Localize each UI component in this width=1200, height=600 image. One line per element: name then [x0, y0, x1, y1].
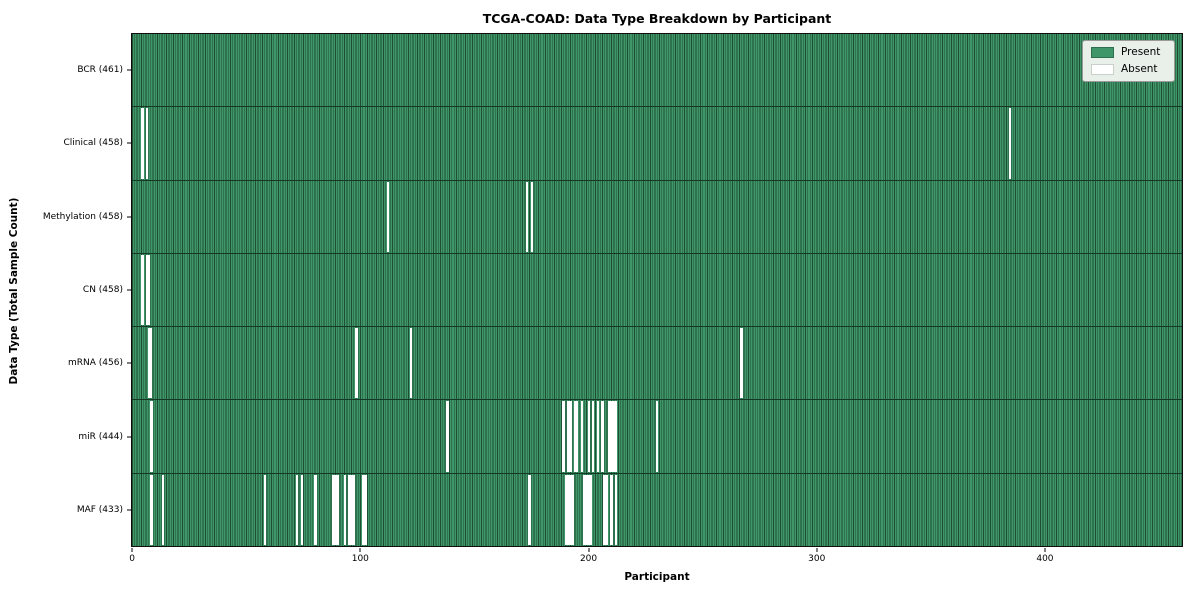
- absent-stripe: [526, 181, 529, 252]
- absent-stripe: [592, 401, 595, 472]
- absent-stripe: [573, 401, 579, 472]
- row-Clinical: [132, 107, 1182, 181]
- row-miR: [132, 400, 1182, 474]
- absent-stripe: [530, 181, 533, 252]
- x-tick-mark: [131, 548, 133, 552]
- absent-stripe: [348, 474, 356, 545]
- absent-stripe: [387, 181, 390, 252]
- y-tick-label-MAF: MAF (433): [76, 505, 123, 516]
- absent-stripe: [362, 474, 367, 545]
- y-tick-label-mRNA: mRNA (456): [68, 358, 123, 369]
- absent-stripe: [596, 401, 600, 472]
- x-tick-label-0: 0: [129, 554, 136, 564]
- y-tick-mark: [127, 289, 131, 291]
- x-tick-mark: [1044, 548, 1046, 552]
- legend-absent-label: Absent: [1121, 63, 1158, 75]
- absent-stripe: [740, 328, 743, 399]
- x-tick-mark: [816, 548, 818, 552]
- y-tick-label-Clinical: Clinical (458): [63, 138, 123, 149]
- absent-stripe: [610, 474, 613, 545]
- x-tick-label-300: 300: [808, 554, 826, 564]
- y-tick-label-Methylation: Methylation (458): [42, 211, 123, 222]
- y-tick-label-BCR: BCR (461): [77, 64, 123, 75]
- x-axis: 0 100 200 300 400: [129, 547, 1183, 569]
- plot-area: Present Absent: [131, 33, 1183, 547]
- absent-stripe: [655, 401, 659, 472]
- absent-stripe: [587, 401, 590, 472]
- absent-stripe: [601, 401, 604, 472]
- y-tick-mark: [127, 216, 131, 218]
- row-CN: [132, 253, 1182, 328]
- y-tick-label-miR: miR (444): [78, 431, 123, 442]
- absent-stripe: [562, 401, 565, 472]
- absent-stripe: [355, 328, 358, 399]
- absent-stripe: [608, 401, 618, 472]
- y-tick-label-CN: CN (458): [82, 285, 123, 295]
- absent-stripe: [145, 108, 149, 179]
- y-tick-mark: [127, 142, 131, 144]
- absent-stripe: [141, 108, 144, 179]
- absent-stripe: [314, 474, 317, 545]
- legend-entry-absent: Absent: [1091, 64, 1166, 75]
- y-tick-mark: [127, 362, 131, 364]
- absent-stripe: [300, 474, 303, 545]
- legend-present-label: Present: [1121, 46, 1161, 58]
- absent-stripe: [150, 401, 153, 472]
- absent-stripe: [332, 474, 340, 545]
- absent-stripe: [603, 474, 609, 545]
- y-tick-mark: [127, 69, 131, 71]
- chart-title: TCGA-COAD: Data Type Breakdown by Partic…: [482, 11, 832, 26]
- absent-stripe: [567, 401, 572, 472]
- y-tick-mark: [127, 436, 131, 438]
- absent-stripe: [295, 474, 299, 545]
- heatmap-rows: [132, 34, 1182, 546]
- row-mRNA: [132, 327, 1182, 401]
- x-tick-label-100: 100: [351, 554, 369, 564]
- absent-stripe: [161, 474, 164, 545]
- row-MAF: [132, 473, 1182, 546]
- absent-stripe: [446, 401, 449, 472]
- absent-stripe: [1008, 108, 1012, 179]
- x-tick-mark: [588, 548, 590, 552]
- present-swatch-icon: [1091, 47, 1114, 58]
- legend-entry-present: Present: [1091, 47, 1166, 58]
- x-tick-mark: [359, 548, 361, 552]
- absent-stripe: [264, 474, 267, 545]
- absent-stripe: [343, 474, 347, 545]
- y-axis: BCR (461) Clinical (458) Methylation (458)…: [0, 33, 131, 547]
- x-tick-label-400: 400: [1036, 554, 1054, 564]
- row-Methylation: [132, 180, 1182, 254]
- absent-stripe: [141, 254, 144, 326]
- y-tick-mark: [127, 509, 131, 511]
- absent-swatch-icon: [1091, 64, 1114, 75]
- x-axis-label: Participant: [624, 571, 690, 583]
- absent-stripe: [145, 254, 151, 326]
- absent-stripe: [528, 474, 531, 545]
- absent-stripe: [580, 401, 584, 472]
- absent-stripe: [409, 328, 413, 399]
- row-BCR: [132, 34, 1182, 108]
- absent-stripe: [147, 328, 153, 399]
- absent-stripe: [150, 474, 153, 545]
- legend: Present Absent: [1082, 40, 1175, 82]
- absent-stripe: [582, 474, 593, 545]
- absent-stripe: [564, 474, 574, 545]
- absent-stripe: [614, 474, 618, 545]
- x-tick-label-200: 200: [579, 554, 598, 564]
